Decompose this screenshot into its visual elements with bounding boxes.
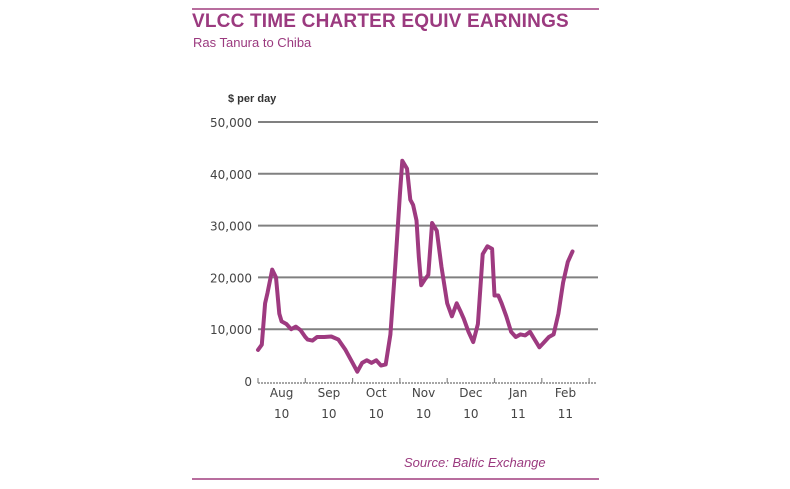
earnings-line (256, 158, 575, 374)
y-axis-unit-label: $ per day (228, 93, 277, 105)
y-tick-label: 0 (244, 375, 252, 389)
source-note: Source: Baltic Exchange (404, 455, 546, 470)
x-tick-month: Oct (366, 386, 387, 400)
y-tick-label: 20,000 (210, 271, 252, 285)
bottom-rule (192, 478, 599, 480)
y-tick-label: 40,000 (210, 168, 252, 182)
x-tick-month: Feb (555, 386, 576, 400)
x-tick-month: Dec (459, 386, 482, 400)
x-tick-month: Nov (412, 386, 435, 400)
x-axis (257, 378, 596, 384)
top-rule (192, 8, 599, 10)
x-tick-year: 11 (511, 407, 526, 421)
y-tick-label: 10,000 (210, 323, 252, 337)
x-tick-year: 10 (321, 407, 336, 421)
x-tick-year: 10 (369, 407, 384, 421)
x-tick-year: 10 (463, 407, 478, 421)
x-tick-month: Sep (318, 386, 341, 400)
chart-title: VLCC TIME CHARTER EQUIV EARNINGS (192, 11, 569, 32)
x-tick-year: 10 (416, 407, 431, 421)
y-tick-label: 50,000 (210, 116, 252, 130)
y-tick-label: 30,000 (210, 220, 252, 234)
x-axis-ticks: Aug 10 Sep 10 Oct 10 Nov 10 Dec 10 Jan 11 Feb 11 (270, 386, 576, 421)
gridlines (258, 121, 598, 331)
x-tick-month: Jan (508, 386, 528, 400)
x-tick-year: 11 (558, 407, 573, 421)
x-tick-month: Aug (270, 386, 293, 400)
y-axis-ticks: 0 10,000 20,000 30,000 40,000 50,000 (210, 116, 252, 389)
x-tick-year: 10 (274, 407, 289, 421)
chart-subtitle: Ras Tanura to Chiba (193, 35, 312, 50)
